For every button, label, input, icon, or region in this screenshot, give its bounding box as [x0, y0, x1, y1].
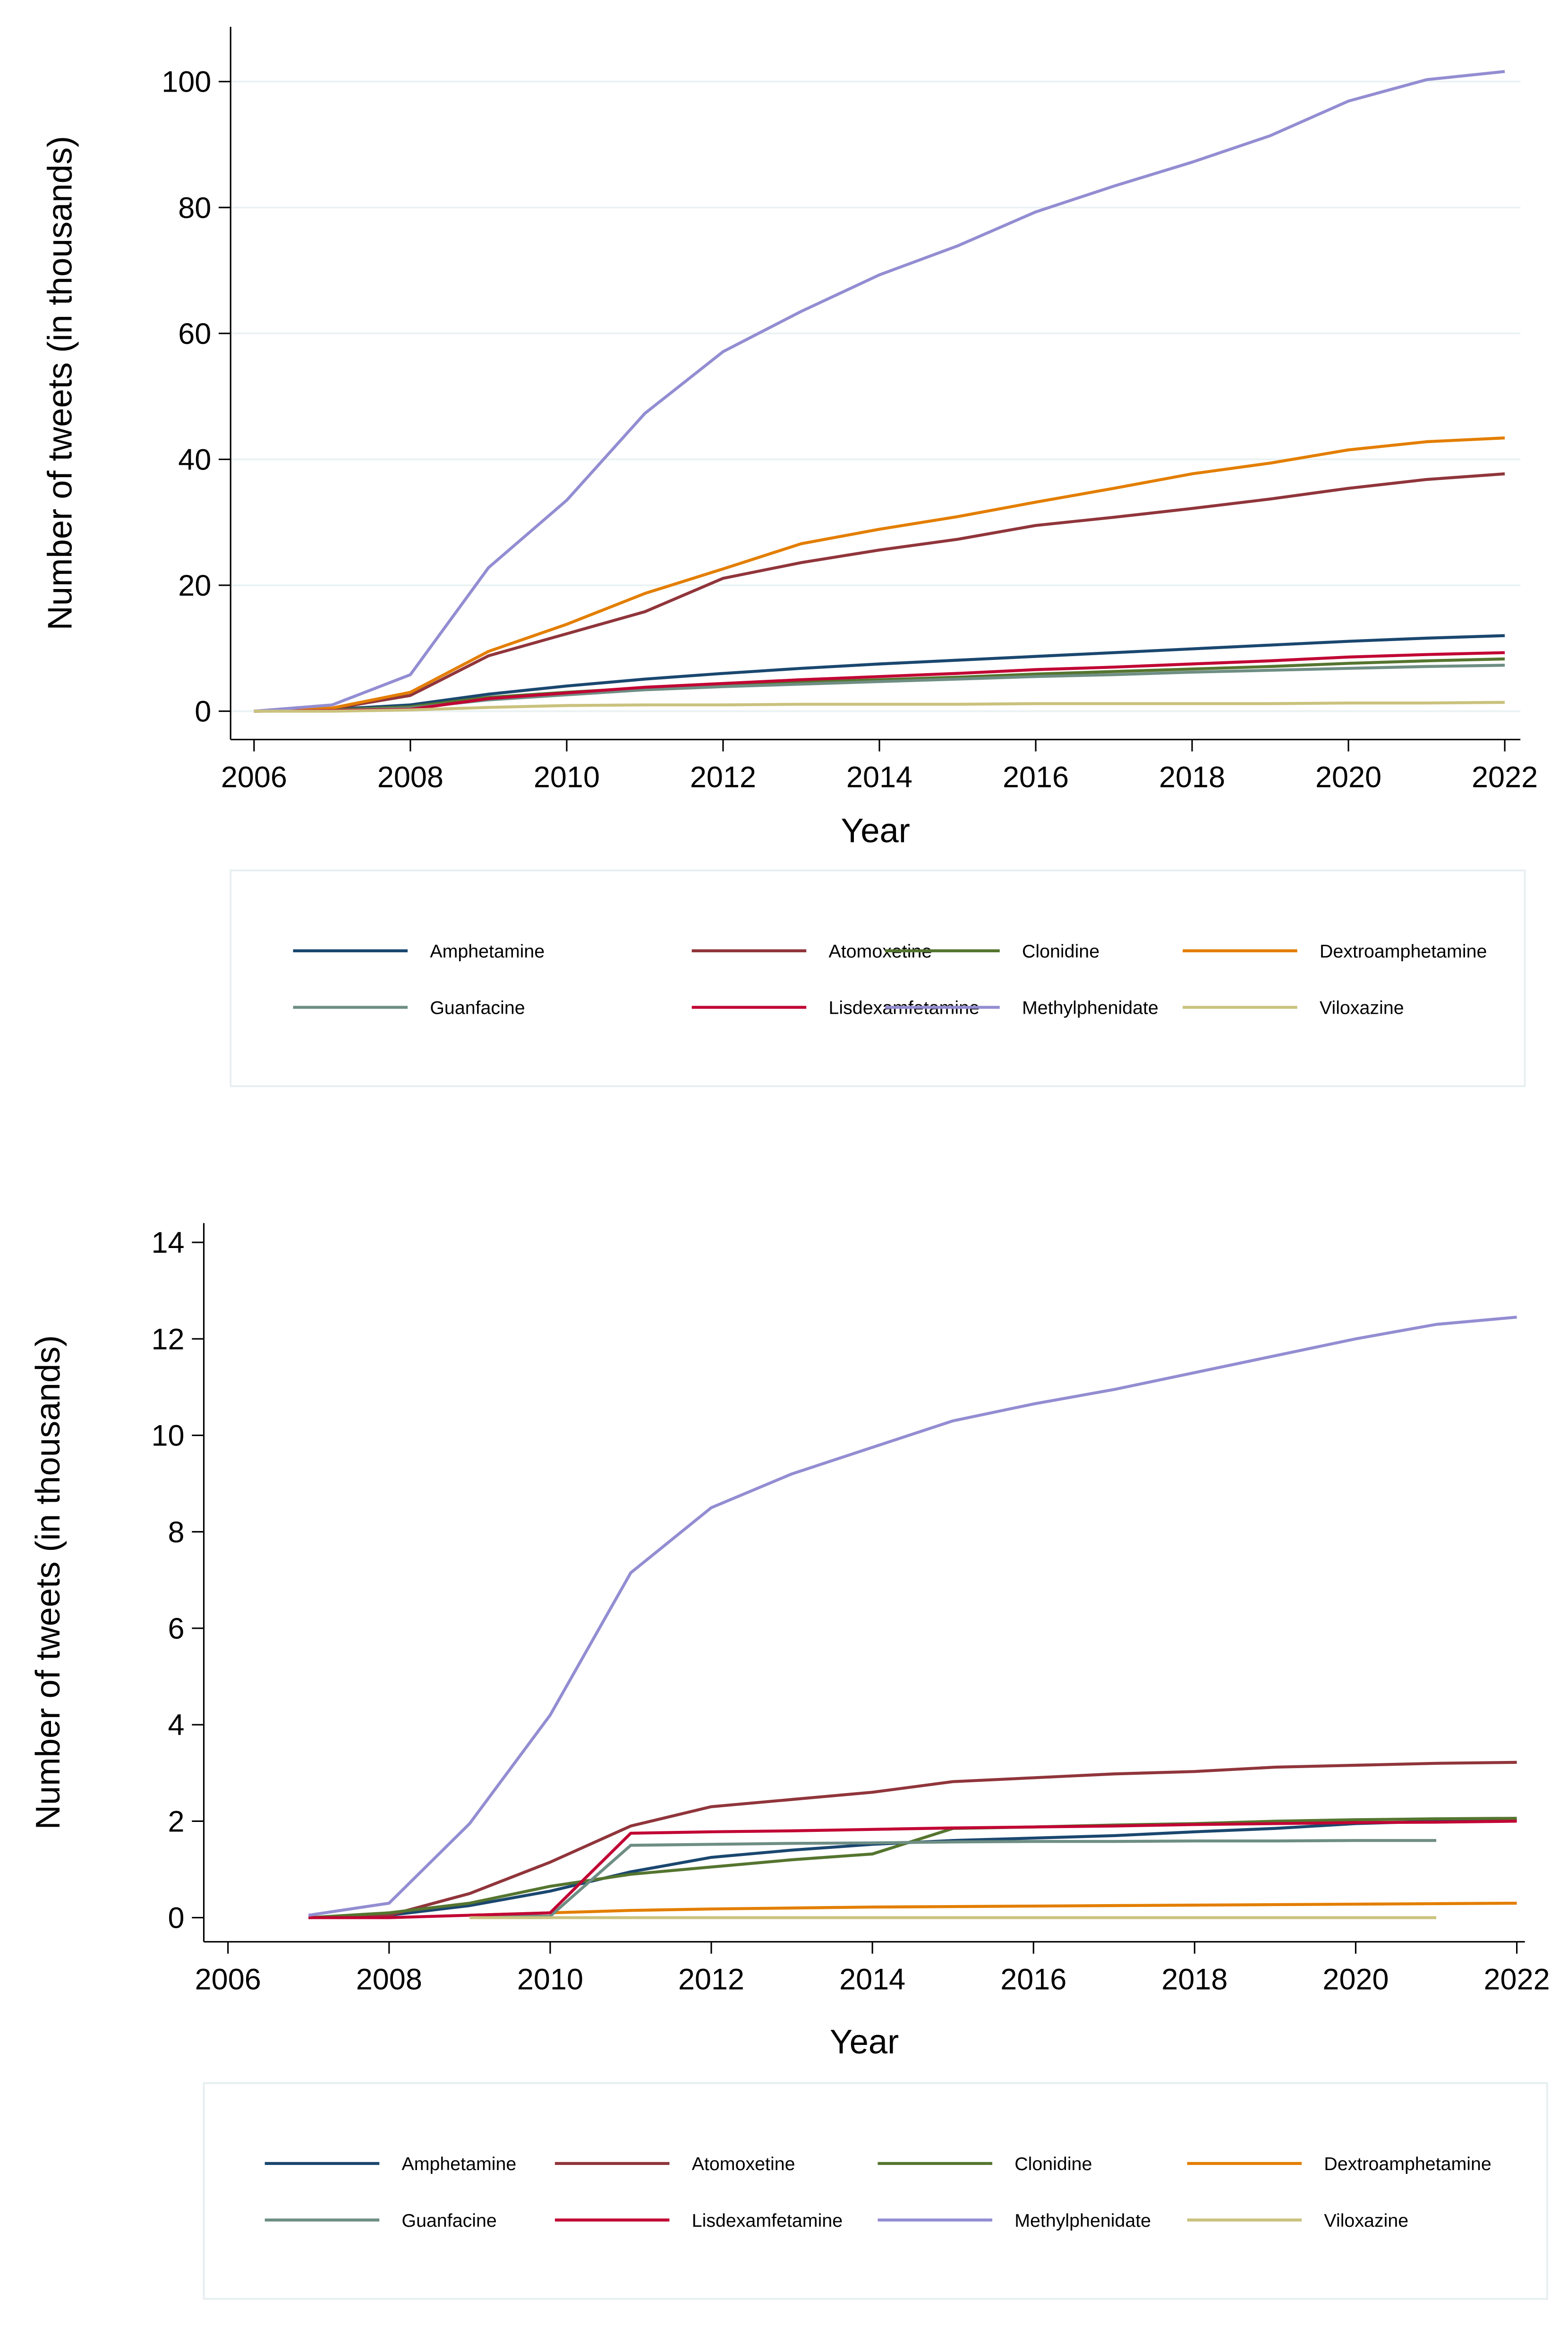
x-tick-label: 2010 [534, 761, 600, 794]
series-line [254, 701, 1505, 713]
y-tick-label: 80 [178, 191, 211, 224]
x-tick-label: 2018 [1159, 761, 1225, 794]
legend-label: Amphetamine [401, 2154, 516, 2174]
y-tick-label: 100 [162, 66, 211, 99]
legend-label: Viloxazine [1320, 998, 1404, 1018]
legend-label: Guanfacine [401, 2210, 496, 2231]
x-axis-title: Year [841, 812, 910, 850]
legend-label: Clonidine [1014, 2154, 1092, 2174]
y-tick-label: 10 [152, 1419, 185, 1453]
legend-label: Methylphenidate [1022, 998, 1159, 1018]
series-line [254, 651, 1505, 713]
y-tick-label: 6 [168, 1612, 185, 1645]
x-tick-label: 2010 [517, 1963, 583, 1996]
y-tick-label: 14 [152, 1226, 185, 1259]
series-line [308, 1761, 1517, 1919]
legend-box [230, 869, 1526, 1087]
y-tick-label: 20 [178, 569, 211, 602]
x-tick-label: 2006 [221, 761, 287, 794]
y-axis-title: Number of tweets (in thousands) [41, 136, 79, 631]
y-tick-label: 4 [168, 1709, 185, 1742]
chart: 0 20 40 60 80 100 2006 2008 2010 2012 2014 2016 2018… [41, 26, 1538, 1087]
y-tick-label: 40 [178, 443, 211, 476]
x-tick-label: 2018 [1161, 1963, 1227, 1996]
legend-label: Amphetamine [430, 941, 545, 962]
y-axis-title: Number of tweets (in thousands) [29, 1335, 67, 1830]
y-tick-label: 8 [168, 1516, 185, 1549]
y-tick-label: 60 [178, 317, 211, 351]
x-tick-label: 2020 [1322, 1963, 1389, 1996]
x-tick-label: 2012 [678, 1963, 744, 1996]
legend-label: Lisdexamfetamine [692, 2210, 843, 2231]
series-line [254, 70, 1505, 713]
legend-label: Dextroamphetamine [1324, 2154, 1491, 2174]
series-line [469, 1839, 1437, 1918]
x-tick-label: 2016 [1003, 761, 1069, 794]
series-line [308, 1820, 1517, 1919]
x-tick-label: 2016 [1000, 1963, 1066, 1996]
x-tick-label: 2008 [356, 1963, 422, 1996]
x-tick-label: 2012 [690, 761, 756, 794]
y-tick-label: 12 [152, 1323, 185, 1356]
series-line [254, 657, 1505, 713]
series-line [469, 1901, 1517, 1917]
x-tick-label: 2008 [377, 761, 443, 794]
series-line [308, 1316, 1517, 1917]
series-line [254, 634, 1505, 713]
series-line [254, 472, 1505, 713]
x-axis-title: Year [830, 2023, 899, 2061]
x-tick-label: 2014 [846, 761, 912, 794]
legend-label: Clonidine [1022, 941, 1099, 962]
series-line [254, 436, 1505, 713]
x-tick-label: 2006 [195, 1963, 261, 1996]
legend-label: Viloxazine [1324, 2210, 1408, 2231]
x-tick-label: 2014 [839, 1963, 905, 1996]
x-tick-label: 2022 [1484, 1963, 1550, 1996]
legend-label: Dextroamphetamine [1320, 941, 1487, 962]
legend-label: Methylphenidate [1014, 2210, 1151, 2231]
x-tick-label: 2020 [1315, 761, 1381, 794]
legend-box [203, 2082, 1548, 2300]
legend-label: Atomoxetine [692, 2154, 795, 2174]
x-tick-label: 2022 [1472, 761, 1538, 794]
y-tick-label: 0 [195, 695, 211, 728]
legend-label: Guanfacine [430, 998, 525, 1018]
chart: 0 2 4 6 8 10 12 14 2006 2008 2010 2012 2014 2016 2018 2… [29, 1223, 1550, 2300]
y-tick-label: 0 [168, 1902, 185, 1935]
y-tick-label: 2 [168, 1805, 185, 1838]
